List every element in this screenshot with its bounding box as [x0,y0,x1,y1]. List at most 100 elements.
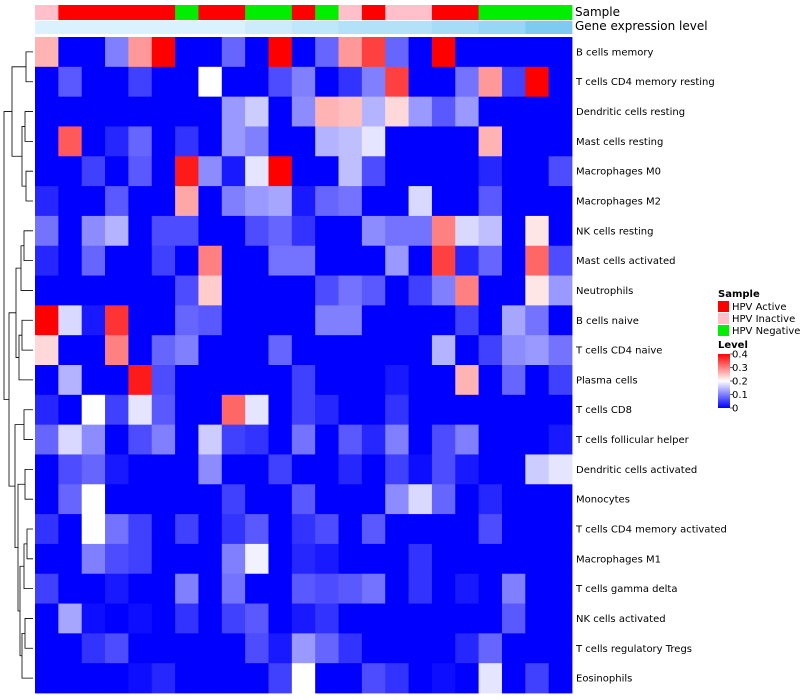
sample-annotation-bar [35,5,573,20]
heatmap-cell [361,215,386,247]
heatmap-cell [268,66,293,98]
heatmap-cell [338,454,363,485]
heatmap-cell [431,424,456,455]
gene-annotation-cell [128,21,153,34]
heatmap-cell [431,126,456,157]
row-dendrogram [3,51,33,679]
legend-sample-label: HPV Inactive [732,314,795,325]
heatmap-cell [58,454,83,485]
dendrogram-branch [14,424,24,549]
sample-annotation-cell [58,5,83,20]
heatmap-cell [175,245,199,276]
heatmap-cell [431,394,456,426]
heatmap-cell [245,603,269,634]
heatmap-cell [385,633,409,664]
gene-annotation-cell [431,21,456,34]
heatmap-cell [105,66,129,98]
heatmap-cell [221,365,246,396]
row-label: Dendritic cells activated [576,465,697,476]
heatmap-cell [128,305,153,336]
dendrogram-branch [24,618,33,649]
heatmap-cell [221,305,246,336]
legend-level-colorbar [718,354,730,408]
heatmap-cell [501,305,526,336]
heatmap-cell [268,245,293,276]
heatmap-cell [408,156,433,187]
heatmap-cell [245,424,269,455]
gene-annotation-cell [221,21,246,34]
heatmap-cell [478,424,503,455]
sample-annotation-cell [548,5,573,20]
heatmap-cell [268,633,293,664]
heatmap-cell [35,126,59,157]
heatmap-cell [245,573,269,604]
heatmap-cell [151,186,176,217]
heatmap-cell [315,245,339,276]
heatmap-cell [105,186,129,217]
heatmap-cell [361,424,386,455]
heatmap-cell [105,514,129,545]
heatmap-cell [385,275,409,306]
sample-annotation-cell [221,5,246,20]
heatmap-cell [175,454,199,485]
heatmap-cell [198,305,223,336]
row-label: T cells gamma delta [575,584,677,595]
heatmap-cell [455,663,480,694]
heatmap-cell [525,245,550,276]
dendrogram-branch [26,528,33,560]
heatmap-cell [548,126,573,157]
heatmap-cell [128,66,153,98]
row-label: T cells CD8 [575,405,632,416]
heatmap-cell [291,365,316,396]
heatmap-cell [338,305,363,336]
heatmap-cell [81,126,106,157]
heatmap-cell [548,484,573,515]
gene-annotation-cell [105,21,129,34]
heatmap-cell [151,573,176,604]
heatmap-cell [128,245,153,276]
heatmap-cell [58,245,83,276]
heatmap-cell [338,126,363,157]
dendrogram-branch [24,468,33,500]
heatmap-cell [58,305,83,336]
heatmap-cell [35,603,59,634]
heatmap-cell [268,126,293,157]
gene-expression-annotation-bar [35,21,573,34]
heatmap-cell [361,454,386,485]
heatmap-cell [58,335,83,366]
gene-annotation-cell [385,21,409,34]
heatmap-cell [315,603,339,634]
heatmap-cell [548,335,573,366]
heatmap-cell [198,215,223,247]
heatmap-cell [81,484,106,515]
heatmap-cell [408,424,433,455]
heatmap-cell [175,543,199,575]
heatmap-cell [455,424,480,455]
heatmap-cell [151,543,176,575]
heatmap-cell [501,573,526,604]
dendrogram-branch [3,111,12,400]
heatmap-cell [455,156,480,187]
heatmap-cell [408,484,433,515]
heatmap-cell [478,663,503,694]
heatmap-cell [385,215,409,247]
heatmap-cell [315,424,339,455]
dendrogram-branch [11,66,26,157]
legend-sample-swatch [718,301,729,312]
heatmap-cell [245,245,269,276]
heatmap-cell [291,335,316,366]
heatmap-cell [385,126,409,157]
heatmap-cell [175,37,199,68]
heatmap-cell [221,156,246,187]
heatmap-cell [361,365,386,396]
legend-level-tick-label: 0.2 [732,377,748,388]
heatmap-cell [128,335,153,366]
heatmap-cell [105,245,129,276]
heatmap-cell [35,394,59,426]
heatmap-cell [268,603,293,634]
row-label: T cells regulatory Tregs [575,644,692,655]
heatmap-cell [408,663,433,694]
heatmap-cell [291,633,316,664]
legend-level-title: Level [718,340,748,351]
